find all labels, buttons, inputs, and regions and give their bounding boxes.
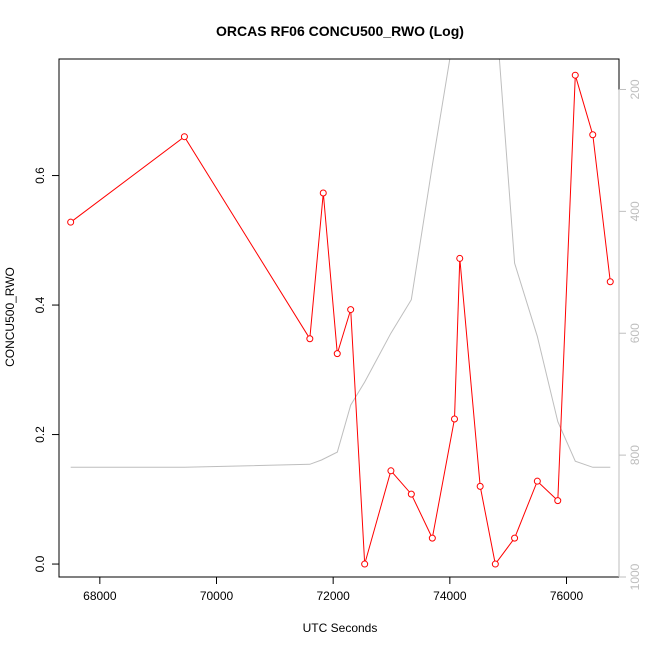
y-tick-label: 0.0 bbox=[33, 555, 47, 572]
axis-layer: 68000 70000 72000 74000 76000 0.0 0.2 0.4 0.6 200… bbox=[33, 79, 642, 603]
data-point bbox=[491, 560, 499, 568]
data-point bbox=[180, 133, 188, 141]
gray-series-layer bbox=[70, 59, 611, 468]
red-series-line bbox=[70, 75, 611, 566]
y2-tick-label: 400 bbox=[628, 201, 642, 221]
data-point bbox=[67, 218, 75, 226]
y2-tick-label: 1000 bbox=[628, 563, 642, 590]
y2-tick-label: 600 bbox=[628, 323, 642, 343]
data-point bbox=[571, 71, 579, 79]
x-tick-label: 72000 bbox=[316, 589, 350, 603]
x-tick-label: 76000 bbox=[550, 589, 584, 603]
x-tick-label: 68000 bbox=[83, 589, 117, 603]
y2-tick-label: 200 bbox=[628, 79, 642, 99]
data-point bbox=[428, 534, 436, 542]
y-tick-label: 0.2 bbox=[33, 426, 47, 443]
y2-tick-label: 800 bbox=[628, 445, 642, 465]
data-point bbox=[606, 278, 614, 286]
x-tick-label: 74000 bbox=[433, 589, 467, 603]
data-point bbox=[554, 497, 562, 505]
x-axis-label: UTC Seconds bbox=[303, 621, 378, 635]
data-point bbox=[306, 335, 314, 343]
data-point bbox=[361, 560, 369, 568]
red-series-layer bbox=[67, 71, 614, 568]
data-point bbox=[589, 131, 597, 139]
x-tick-label: 70000 bbox=[200, 589, 234, 603]
data-point bbox=[511, 534, 519, 542]
data-point bbox=[333, 350, 341, 358]
data-point bbox=[476, 482, 484, 490]
data-point bbox=[347, 306, 355, 314]
gray-series-line bbox=[70, 59, 611, 468]
data-point bbox=[533, 477, 541, 485]
data-point bbox=[451, 415, 458, 423]
data-point bbox=[456, 254, 464, 262]
chart-title: ORCAS RF06 CONCU500_RWO (Log) bbox=[216, 23, 464, 39]
data-point bbox=[407, 490, 415, 498]
plot-frame bbox=[58, 58, 620, 578]
y-axis-label: CONCU500_RWO bbox=[3, 267, 17, 367]
y-tick-label: 0.4 bbox=[33, 296, 47, 313]
data-point bbox=[319, 189, 327, 197]
y-tick-label: 0.6 bbox=[33, 167, 47, 184]
data-point bbox=[387, 467, 395, 475]
